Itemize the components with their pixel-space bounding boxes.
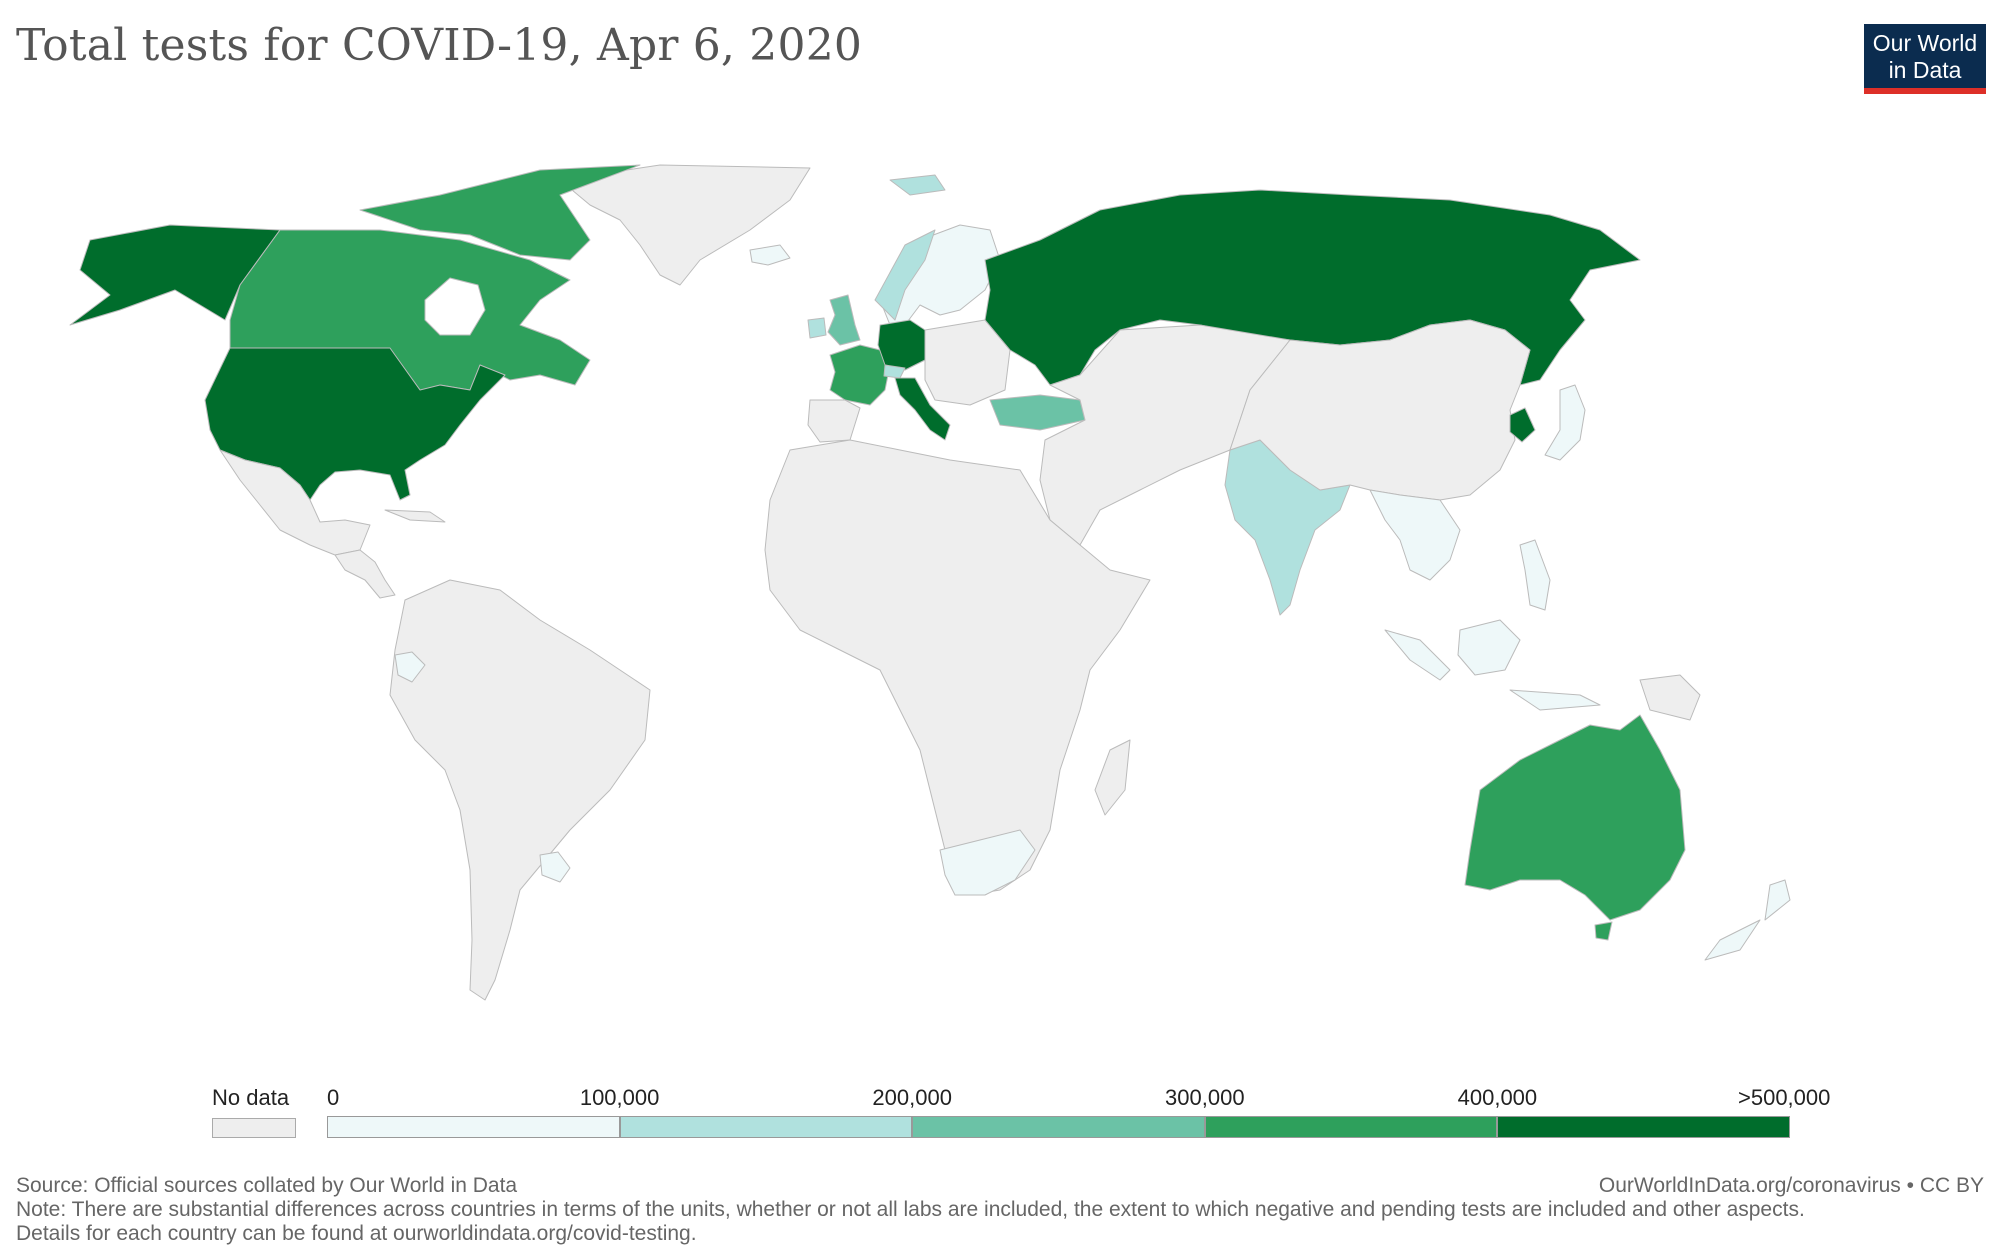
- legend-bin-4[interactable]: [1497, 1116, 1790, 1138]
- country-united-kingdom[interactable]: [827, 294, 861, 346]
- country-germany[interactable]: [877, 319, 926, 371]
- country-mexico[interactable]: [219, 449, 371, 556]
- logo-line-1: Our World: [1872, 30, 1978, 56]
- country-norway[interactable]: [874, 229, 936, 321]
- hudson-bay: [424, 277, 486, 336]
- country-australia[interactable]: [1464, 714, 1686, 921]
- legend-bin-3[interactable]: [1204, 1116, 1498, 1138]
- country-france[interactable]: [829, 344, 891, 406]
- logo-accent-bar: [1864, 88, 1986, 94]
- chart-title: Total tests for COVID-19, Apr 6, 2020: [16, 20, 863, 71]
- region-africa[interactable]: [764, 439, 1151, 896]
- region-central-america[interactable]: [334, 549, 396, 599]
- country-ecuador[interactable]: [394, 651, 426, 683]
- country-greenland[interactable]: [559, 164, 811, 286]
- country-canada-arctic-islands[interactable]: [359, 164, 641, 261]
- footer-link[interactable]: OurWorldInData.org/coronavirus • CC BY: [1598, 1174, 1984, 1197]
- legend-bin-label-1: 100,000: [579, 1085, 660, 1110]
- region-maritime-southeast-asia[interactable]: [1384, 619, 1601, 711]
- legend-bin-2[interactable]: [912, 1116, 1205, 1138]
- country-papua-new-guinea[interactable]: [1639, 674, 1701, 721]
- country-turkey[interactable]: [989, 394, 1086, 431]
- legend-no-data-swatch[interactable]: [212, 1118, 296, 1138]
- legend-bin-label-4: 400,000: [1457, 1085, 1538, 1110]
- territory-tasmania[interactable]: [1594, 921, 1613, 941]
- country-usa-alaska[interactable]: [69, 224, 281, 326]
- country-south-africa[interactable]: [939, 829, 1036, 896]
- country-cuba[interactable]: [384, 509, 446, 523]
- footer-note: Note: There are substantial differences …: [16, 1198, 1805, 1221]
- country-ireland[interactable]: [807, 317, 827, 339]
- country-new-zealand[interactable]: [1704, 879, 1791, 961]
- country-madagascar[interactable]: [1094, 739, 1131, 816]
- country-philippines[interactable]: [1519, 539, 1551, 611]
- footer-source: Source: Official sources collated by Our…: [16, 1174, 518, 1197]
- legend-bin-label-3: 300,000: [1165, 1085, 1245, 1110]
- country-iceland[interactable]: [749, 244, 791, 266]
- region-southeast-asia[interactable]: [1369, 489, 1461, 581]
- legend-bin-label-0: 0: [327, 1085, 340, 1110]
- legend-no-data-label: No data: [212, 1085, 290, 1110]
- country-italy[interactable]: [894, 377, 951, 441]
- region-china-mongolia[interactable]: [1229, 319, 1531, 501]
- legend-bin-1[interactable]: [619, 1116, 913, 1138]
- legend-bin-0[interactable]: [327, 1116, 620, 1138]
- region-middle-east-central-asia[interactable]: [1039, 324, 1291, 546]
- legend-end-label: >500,000: [1738, 1085, 1831, 1110]
- territory-svalbard[interactable]: [889, 174, 946, 196]
- country-region-south-america[interactable]: [389, 579, 651, 1001]
- owid-logo[interactable]: Our World in Data: [1864, 24, 1986, 94]
- footer-details: Details for each country can be found at…: [16, 1222, 697, 1245]
- country-south-korea[interactable]: [1509, 407, 1536, 443]
- country-region-iberia[interactable]: [807, 399, 861, 443]
- country-japan[interactable]: [1544, 384, 1586, 461]
- country-uruguay[interactable]: [539, 851, 571, 883]
- logo-line-2: in Data: [1888, 57, 1962, 83]
- world-map[interactable]: [0, 150, 2000, 1050]
- legend-bin-label-2: 200,000: [872, 1085, 952, 1110]
